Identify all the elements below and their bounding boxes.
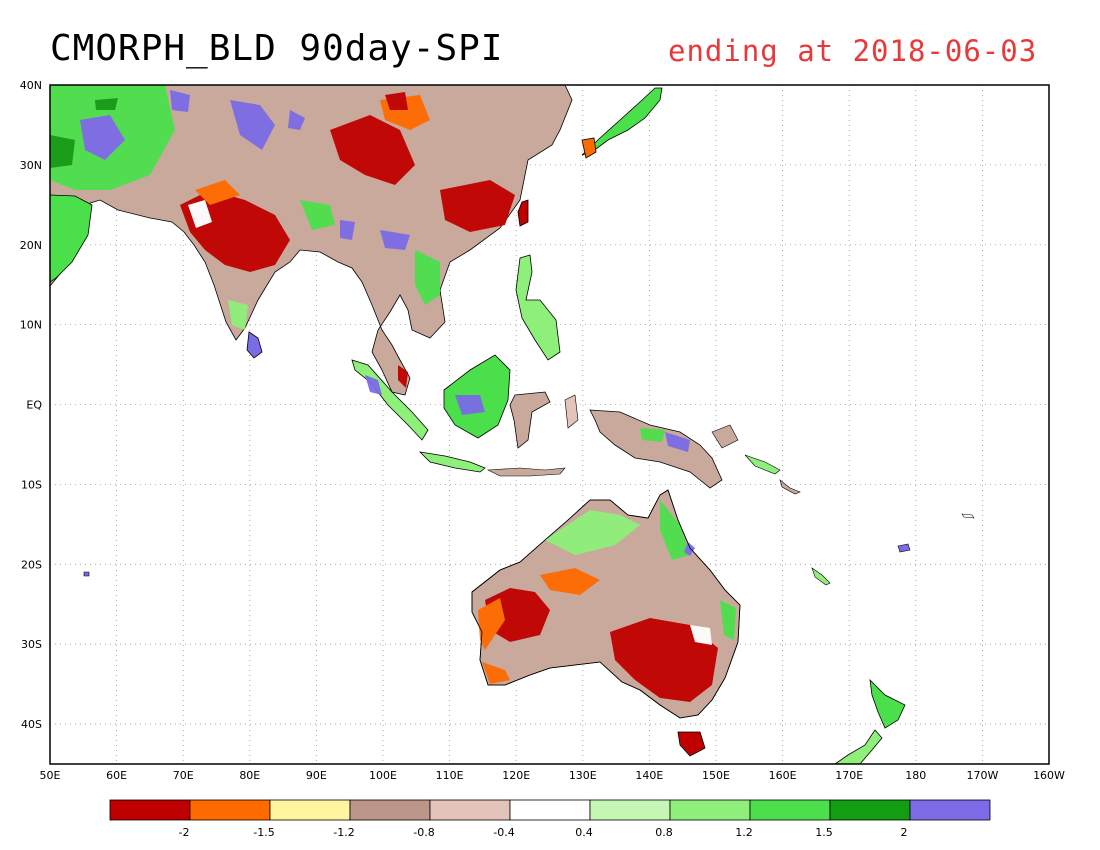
legend-swatch: [669, 799, 751, 821]
land-philippines: [515, 254, 561, 361]
spi-overlays: [50, 85, 736, 702]
lon-tick-label: 130E: [569, 769, 597, 782]
lon-tick-label: 150E: [702, 769, 730, 782]
lon-tick-label: 60E: [106, 769, 127, 782]
land-tasmania: [677, 731, 706, 757]
map-area: [50, 85, 1049, 764]
map-subtitle: ending at 2018-06-03: [668, 34, 1038, 68]
latitude-labels: 40N 30N 20N 10N EQ 10S 20S 30S 40S: [20, 79, 43, 731]
map-frame: [49, 84, 1050, 765]
lat-tick-label: 10N: [20, 319, 42, 332]
land-taiwan: [517, 199, 529, 227]
legend-swatch: [269, 799, 351, 821]
land-java: [418, 451, 486, 473]
land-solomons: [744, 454, 781, 475]
legend-swatch: [189, 799, 271, 821]
lon-tick-label: 80E: [239, 769, 260, 782]
land-vanuatu: [779, 479, 801, 495]
lon-tick-label: 180: [905, 769, 926, 782]
longitude-labels: 50E 60E 70E 80E 90E 100E 110E 120E 130E 140E 150E 1…: [40, 769, 1066, 782]
lat-tick-label: 40N: [20, 79, 42, 92]
legend-label: -0.4: [493, 826, 514, 839]
legend-label: -1.2: [333, 826, 354, 839]
land-mauritius: [83, 571, 90, 577]
lon-tick-label: 170E: [835, 769, 863, 782]
legend-label: -1.5: [253, 826, 274, 839]
legend-label: 0.8: [655, 826, 673, 839]
land-sri-lanka: [246, 331, 263, 359]
legend-swatch: [509, 799, 591, 821]
coastlines: [471, 489, 741, 719]
lon-tick-label: 90E: [306, 769, 327, 782]
lon-tick-label: 170W: [966, 769, 998, 782]
lat-tick-label: 20N: [20, 239, 42, 252]
land-moluccas: [564, 394, 579, 429]
lon-tick-label: 140E: [635, 769, 663, 782]
land-bismarck: [711, 424, 739, 449]
land-lesser-sunda: [486, 467, 566, 477]
legend-swatch: [349, 799, 431, 821]
land-japan-kyushu: [581, 137, 597, 159]
legend-label: 1.5: [815, 826, 833, 839]
lat-tick-label: 10S: [21, 478, 42, 491]
land-fiji: [897, 543, 911, 553]
lat-tick-label: EQ: [26, 399, 42, 412]
legend-swatch: [909, 799, 991, 821]
legend-label: 2: [901, 826, 908, 839]
lat-tick-label: 40S: [21, 718, 42, 731]
lat-tick-label: 30S: [21, 638, 42, 651]
land-new-zealand-south: [834, 729, 883, 764]
land-new-caledonia: [811, 567, 831, 586]
map-title: CMORPH_BLD 90day-SPI: [50, 28, 504, 69]
legend-label: 0.4: [575, 826, 593, 839]
legend-swatch: [749, 799, 831, 821]
land-japan: [581, 87, 663, 156]
lon-tick-label: 120E: [502, 769, 530, 782]
land-new-zealand-north: [869, 678, 906, 729]
land-new-guinea: [589, 409, 723, 489]
legend-swatch: [429, 799, 511, 821]
color-legend: -2 -1.5 -1.2 -0.8 -0.4 0.4 0.8 1.2 1.5 2: [109, 799, 991, 839]
legend-label: -0.8: [413, 826, 434, 839]
legend-label: 1.2: [735, 826, 753, 839]
lon-tick-label: 160E: [769, 769, 797, 782]
land-arabia: [50, 194, 93, 283]
lon-tick-label: 70E: [173, 769, 194, 782]
land-asia: [50, 85, 573, 396]
lon-tick-label: 160W: [1033, 769, 1065, 782]
legend-swatch: [589, 799, 671, 821]
lat-tick-label: 30N: [20, 159, 42, 172]
lon-tick-label: 110E: [436, 769, 464, 782]
legend-swatch: [109, 799, 191, 821]
land-samoa: [961, 513, 975, 519]
lon-tick-label: 50E: [40, 769, 61, 782]
lon-tick-label: 100E: [369, 769, 397, 782]
legend-label: -2: [179, 826, 190, 839]
lat-tick-label: 20S: [21, 558, 42, 571]
legend-swatch: [829, 799, 911, 821]
land-sulawesi: [509, 391, 551, 449]
